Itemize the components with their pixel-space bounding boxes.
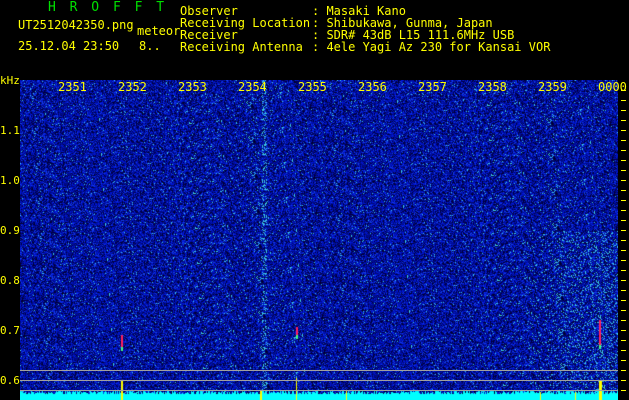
right-tick <box>621 380 626 381</box>
right-tick <box>621 360 626 361</box>
y-unit: kHz <box>0 74 20 87</box>
right-tick <box>621 330 626 331</box>
info-label: Observer <box>180 4 238 18</box>
right-tick <box>621 230 626 231</box>
right-tick <box>621 320 626 321</box>
right-tick <box>621 120 626 121</box>
spectrogram <box>20 80 618 400</box>
right-tick <box>621 140 626 141</box>
right-tick <box>621 200 626 201</box>
y-tick: 0.9 <box>0 224 20 237</box>
right-tick <box>621 280 626 281</box>
info-value: : 4ele Yagi Az 230 for Kansai VOR <box>312 40 551 54</box>
right-tick <box>621 150 626 151</box>
x-tick: 2355 <box>298 80 326 94</box>
x-tick: 2356 <box>358 80 386 94</box>
right-tick <box>621 170 626 171</box>
right-tick <box>621 260 626 261</box>
file-name: UT2512042350.png <box>18 18 134 32</box>
count: 8.. <box>139 39 161 53</box>
info-value: : SDR# 43dB L15 111.6MHz USB <box>312 28 515 42</box>
right-tick <box>621 290 626 291</box>
x-tick: 2354 <box>238 80 266 94</box>
x-tick: 2357 <box>418 80 446 94</box>
right-tick <box>621 160 626 161</box>
right-tick <box>621 100 626 101</box>
right-tick <box>621 220 626 221</box>
right-tick <box>621 390 626 391</box>
datetime: 25.12.04 23:50 <box>18 39 120 53</box>
x-tick: 2351 <box>58 80 86 94</box>
right-tick <box>621 250 626 251</box>
right-tick <box>621 190 626 191</box>
y-tick: 1.0 <box>0 174 20 187</box>
y-tick: 0.6 <box>0 374 20 387</box>
right-tick <box>621 340 626 341</box>
right-tick <box>621 110 626 111</box>
right-tick <box>621 270 626 271</box>
mode-label: meteor <box>137 24 181 38</box>
right-tick <box>621 350 626 351</box>
right-tick <box>621 130 626 131</box>
right-tick <box>621 370 626 371</box>
y-tick: 0.8 <box>0 274 20 287</box>
gridline <box>20 390 618 391</box>
right-tick <box>621 210 626 211</box>
gridline <box>20 380 618 381</box>
right-tick <box>621 240 626 241</box>
y-tick: 0.7 <box>0 324 20 337</box>
info-label: Receiving Antenna <box>180 40 303 54</box>
x-tick: 2359 <box>538 80 566 94</box>
app-title: H R O F F T <box>48 0 168 15</box>
right-tick <box>621 90 626 91</box>
x-tick: 2358 <box>478 80 506 94</box>
x-tick: 2352 <box>118 80 146 94</box>
y-tick: 1.1 <box>0 124 20 137</box>
x-tick: 0000 <box>598 80 627 94</box>
info-label: Receiving Location <box>180 16 311 30</box>
right-tick <box>621 300 626 301</box>
right-tick <box>621 180 626 181</box>
x-tick: 2353 <box>178 80 206 94</box>
info-value: : Shibukawa, Gunma, Japan <box>312 16 493 30</box>
gridline <box>20 370 618 371</box>
right-tick <box>621 310 626 311</box>
info-label: Receiver <box>180 28 238 42</box>
info-value: : Masaki Kano <box>312 4 406 18</box>
